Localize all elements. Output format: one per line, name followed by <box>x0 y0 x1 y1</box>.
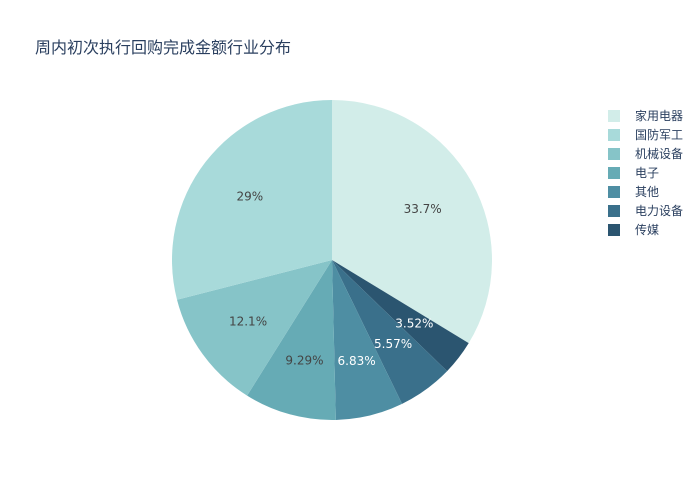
legend-item-电子[interactable]: 电子 <box>608 163 683 182</box>
legend-item-电力设备[interactable]: 电力设备 <box>608 201 683 220</box>
pie-slice-传媒[interactable] <box>332 260 469 372</box>
slice-label-其他: 6.83% <box>338 354 376 368</box>
legend-item-其他[interactable]: 其他 <box>608 182 683 201</box>
pie-slice-其他[interactable] <box>332 260 403 420</box>
legend-swatch <box>608 166 620 179</box>
legend-swatch <box>608 128 620 141</box>
legend-label: 电子 <box>635 166 660 180</box>
slice-label-传媒: 3.52% <box>395 317 433 331</box>
legend-label: 电力设备 <box>635 204 684 218</box>
slice-label-电力设备: 5.57% <box>374 337 412 351</box>
legend-label: 传媒 <box>635 223 660 237</box>
pie-slice-机械设备[interactable] <box>177 260 332 396</box>
legend-label: 家用电器 <box>635 109 684 123</box>
pie-slice-电力设备[interactable] <box>332 260 448 404</box>
slice-label-机械设备: 12.1% <box>229 314 267 328</box>
legend-label: 机械设备 <box>635 147 684 161</box>
legend-swatch <box>608 185 620 198</box>
legend-item-机械设备[interactable]: 机械设备 <box>608 144 683 163</box>
legend-swatch <box>608 109 620 122</box>
slice-label-家用电器: 33.7% <box>404 202 442 216</box>
legend-item-传媒[interactable]: 传媒 <box>608 220 683 239</box>
legend-swatch <box>608 223 620 236</box>
chart-title: 周内初次执行回购完成金额行业分布 <box>35 38 292 57</box>
legend-swatch <box>608 204 620 217</box>
slice-label-国防军工: 29% <box>236 189 263 203</box>
legend-item-家用电器[interactable]: 家用电器 <box>608 106 683 125</box>
legend-swatch <box>608 147 620 160</box>
legend-label: 国防军工 <box>635 128 684 142</box>
legend-item-国防军工[interactable]: 国防军工 <box>608 125 683 144</box>
legend-label: 其他 <box>635 185 660 199</box>
slice-label-电子: 9.29% <box>285 353 323 367</box>
pie-slice-国防军工[interactable] <box>172 100 332 300</box>
pie-slice-家用电器[interactable] <box>332 100 493 344</box>
legend[interactable]: 家用电器国防军工机械设备电子其他电力设备传媒 <box>608 106 683 239</box>
pie-slice-电子[interactable] <box>247 260 336 420</box>
